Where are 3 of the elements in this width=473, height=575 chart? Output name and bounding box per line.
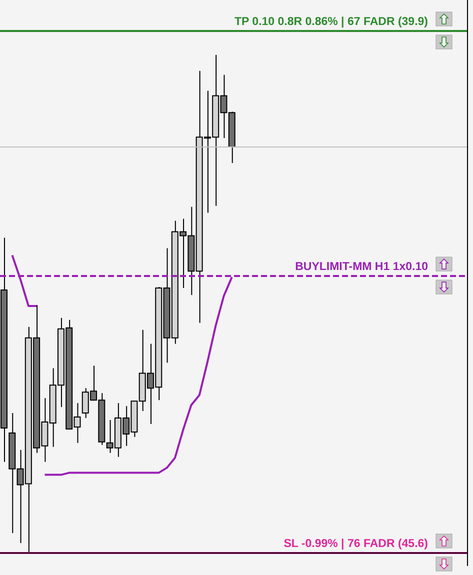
ref-line-label: TP 0.10 0.8R 0.86% | 67 FADR (39.9)	[234, 16, 428, 28]
ref-line-label: SL -0.99% | 76 FADR (45.6)	[284, 538, 428, 550]
ref-line-label: BUYLIMIT-MM H1 1x0.10	[295, 261, 428, 274]
